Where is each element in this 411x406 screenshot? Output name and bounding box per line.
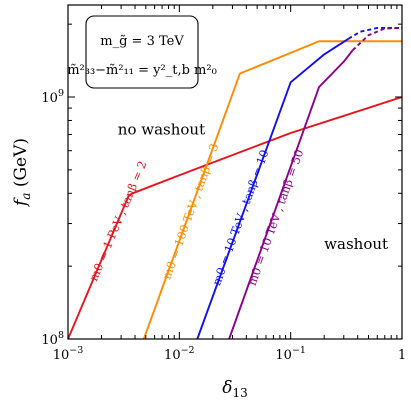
series-line bbox=[196, 37, 349, 339]
y-tick-label: 109 bbox=[41, 88, 64, 106]
x-tick-label: 10−1 bbox=[275, 345, 306, 363]
series-line bbox=[228, 49, 354, 339]
series-line bbox=[68, 96, 402, 339]
x-tick-label: 1 bbox=[398, 348, 406, 363]
curves-layer bbox=[68, 26, 402, 339]
legend-line-2: m̃²₃₃−m̃²₁₁ = y²_t,b m²₀ bbox=[67, 63, 217, 78]
region-label: no washout bbox=[118, 120, 205, 138]
x-axis-title: δ13 bbox=[222, 378, 248, 400]
series-line bbox=[142, 40, 402, 339]
x-tick-label: 10−2 bbox=[164, 345, 195, 363]
y-tick-label: 108 bbox=[41, 330, 64, 348]
plot-frame bbox=[67, 4, 403, 340]
legend-frame bbox=[85, 15, 199, 89]
y-axis-title: fa (GeV) bbox=[11, 138, 33, 208]
series-line-dashed bbox=[351, 26, 402, 51]
legend-box: m_g̃ = 3 TeV m̃²₃₃−m̃²₁₁ = y²_t,b m²₀ bbox=[67, 15, 217, 89]
series-label: m0 = 1 PeV , tanβ = 2 bbox=[86, 159, 149, 283]
x-tick-label: 10−3 bbox=[53, 345, 84, 363]
legend-line-1: m_g̃ = 3 TeV bbox=[100, 34, 184, 49]
region-label: washout bbox=[324, 235, 388, 253]
series-label: m0 = 100 TeV , tanβ = 3 bbox=[159, 142, 221, 282]
